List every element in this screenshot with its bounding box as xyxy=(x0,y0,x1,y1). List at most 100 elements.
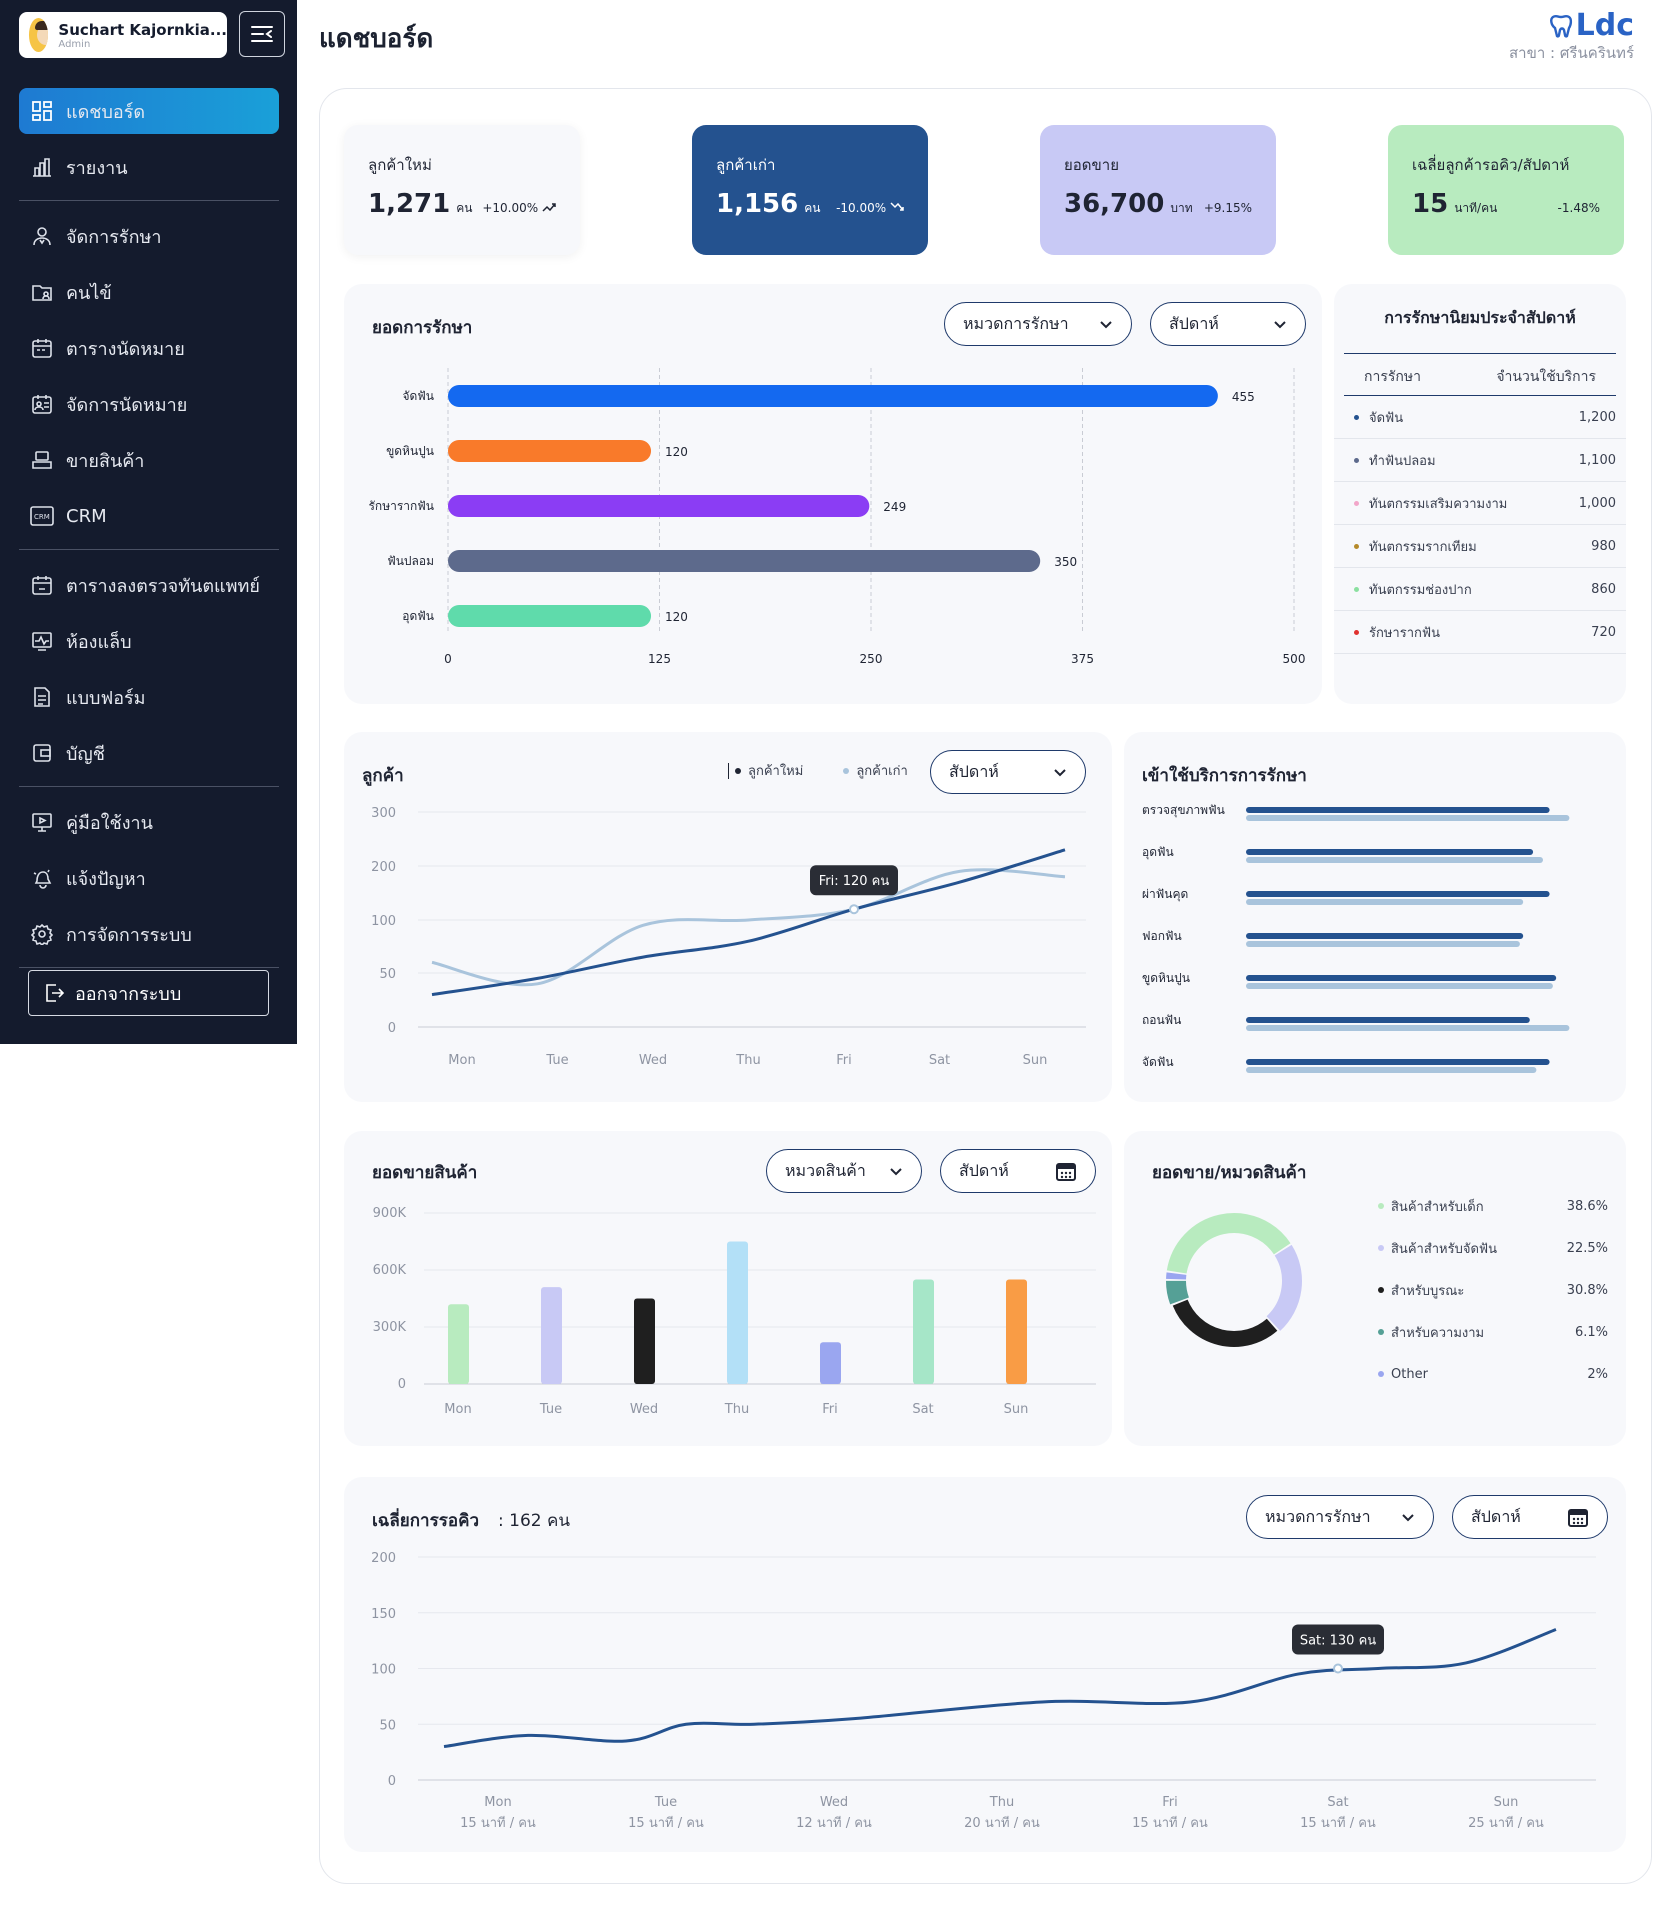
main-content: ลูกค้าใหม่ 1,271 คน +10.00% ลูกค้าเก่า 1,1… xyxy=(319,88,1652,1884)
nav-divider xyxy=(19,200,279,201)
nav-item-treatment[interactable]: จัดการรักษา xyxy=(19,213,279,259)
x-tick-label: Sun xyxy=(1494,1795,1519,1810)
nav-item-account[interactable]: บัญชี xyxy=(19,730,279,776)
x-tick-label: Tue xyxy=(654,1795,677,1810)
x-tick-label: Fri xyxy=(836,1053,852,1068)
popular-row: ทันตกรรมเสริมความงาม 1,000 xyxy=(1334,482,1626,525)
nav-item-dashboard[interactable]: แดชบอร์ด xyxy=(19,88,279,134)
bar-value-label: 455 xyxy=(1232,390,1255,404)
form-icon xyxy=(30,685,54,709)
treatment-category-select[interactable]: หมวดการรักษา xyxy=(944,302,1132,346)
nav-label: จัดการนัดหมาย xyxy=(66,394,188,416)
legend-old: ลูกค้าเก่า xyxy=(843,760,908,781)
queue-period-select[interactable]: สัปดาห์ xyxy=(1452,1495,1608,1539)
nav-divider xyxy=(19,786,279,787)
service-label: ตรวจสุขภาพฟัน xyxy=(1142,803,1225,818)
treatment-title: ยอดการรักษา xyxy=(372,318,473,338)
select-value: สัปดาห์ xyxy=(959,1160,1009,1180)
stat-label: เฉลี่ยลูกค้ารอคิว/สัปดาห์ xyxy=(1412,156,1570,174)
legend-new: ลูกค้าใหม่ xyxy=(728,760,803,781)
user-card[interactable]: Suchart Kajornkia... Admin xyxy=(19,12,227,58)
nav-item-cashier[interactable]: ขายสินค้า xyxy=(19,437,279,483)
x-sublabel: 12 นาที / คน xyxy=(796,1815,872,1831)
y-tick-label: 300 xyxy=(371,806,396,821)
service-label: ฟอกฟัน xyxy=(1142,929,1182,943)
bar-primary xyxy=(1246,933,1524,939)
queue-category-select[interactable]: หมวดการรักษา xyxy=(1246,1495,1434,1539)
report-icon xyxy=(30,155,54,179)
nav-divider xyxy=(19,549,279,550)
row-count: 720 xyxy=(1591,624,1616,640)
bar-secondary xyxy=(1246,983,1553,989)
x-tick-label: Mon xyxy=(444,1402,471,1417)
legend-item: สำหรับความงาม 6.1% xyxy=(1378,1311,1608,1353)
nav-item-report-problem[interactable]: แจ้งปัญหา xyxy=(19,855,279,901)
x-tick-label: Sat xyxy=(1327,1795,1348,1810)
sales-category-donut xyxy=(1166,1213,1302,1347)
row-name: ทันตกรรมเสริมความงาม xyxy=(1369,496,1508,512)
x-tick-label: Wed xyxy=(630,1402,658,1417)
nav-item-doctor-schedule[interactable]: ตารางลงตรวจทันตแพทย์ xyxy=(19,562,279,608)
customers-card: ลูกค้า ลูกค้าใหม่ ลูกค้าเก่า สัปดาห์ 300… xyxy=(344,732,1112,1102)
sales-card: ยอดขายสินค้า หมวดสินค้า สัปดาห์ 900K 600K… xyxy=(344,1131,1112,1446)
y-tick-label: 200 xyxy=(371,1551,396,1566)
nav-item-calendar[interactable]: ตารางนัดหมาย xyxy=(19,325,279,371)
nav-item-settings[interactable]: การจัดการระบบ xyxy=(19,911,279,957)
y-tick-label: 100 xyxy=(371,914,396,929)
dashboard-icon xyxy=(30,99,54,123)
chevron-down-icon xyxy=(1274,320,1286,328)
bar xyxy=(448,385,1218,407)
logout-button[interactable]: ออกจากระบบ xyxy=(28,970,269,1016)
nav-item-form[interactable]: แบบฟอร์ม xyxy=(19,674,279,720)
legend-label: สำหรับความงาม xyxy=(1391,1325,1485,1341)
tooltip-box xyxy=(1292,1624,1384,1655)
appointment-manage-icon xyxy=(30,392,54,416)
bar-primary xyxy=(1246,807,1550,813)
x-sublabel: 15 นาที / คน xyxy=(1132,1815,1208,1831)
popular-row: จัดฟัน 1,200 xyxy=(1334,396,1626,439)
nav-item-crm[interactable]: CRM CRM xyxy=(19,493,279,539)
nav-label: คู่มือใช้งาน xyxy=(66,812,153,834)
select-value: สัปดาห์ xyxy=(1471,1506,1521,1526)
popular-row: รักษารากฟัน 720 xyxy=(1334,611,1626,654)
nav-item-appointment-manage[interactable]: จัดการนัดหมาย xyxy=(19,381,279,427)
x-tick-label: 500 xyxy=(1283,652,1306,666)
y-category-label: จัดฟัน xyxy=(402,389,434,403)
row-dot xyxy=(1354,500,1359,506)
manual-icon xyxy=(30,810,54,834)
nav-item-report[interactable]: รายงาน xyxy=(19,144,279,190)
y-tick-label: 50 xyxy=(379,967,396,982)
nav-label: แบบฟอร์ม xyxy=(66,687,146,709)
x-tick-label: 0 xyxy=(444,652,452,666)
wallet-icon xyxy=(30,741,54,765)
nav-label: คนไข้ xyxy=(66,282,112,304)
tooltip-text: Sat: 130 คน xyxy=(1300,1634,1376,1649)
select-value: หมวดสินค้า xyxy=(785,1160,866,1180)
sidebar-nav: แดชบอร์ด รายงาน จัดการรักษา คนไข้ ตารางน… xyxy=(19,88,279,980)
x-sublabel: 20 นาที / คน xyxy=(964,1815,1040,1831)
nav-item-lab[interactable]: ห้องแล็บ xyxy=(19,618,279,664)
crm-icon: CRM xyxy=(30,504,54,528)
legend-dot xyxy=(1378,1287,1384,1293)
x-tick-label: Sat xyxy=(929,1053,950,1068)
row-count: 1,200 xyxy=(1578,409,1616,425)
row-name: รักษารากฟัน xyxy=(1369,625,1440,641)
tooltip-text: Fri: 120 คน xyxy=(819,874,890,889)
bar-primary xyxy=(1246,891,1550,897)
sales-category-select[interactable]: หมวดสินค้า xyxy=(766,1149,922,1193)
nav-item-manual[interactable]: คู่มือใช้งาน xyxy=(19,799,279,845)
y-category-label: ขูดหินปูน xyxy=(386,444,434,459)
doctor-schedule-icon xyxy=(30,573,54,597)
sales-period-select[interactable]: สัปดาห์ xyxy=(940,1149,1096,1193)
col-count-header: จำนวนใช้บริการ xyxy=(1496,369,1596,385)
menu-collapse-button[interactable] xyxy=(239,11,285,57)
settings-icon xyxy=(30,922,54,946)
chevron-down-icon xyxy=(1402,1513,1414,1521)
legend-item: สินค้าสำหรับจัดฟัน 22.5% xyxy=(1378,1227,1608,1269)
treatment-period-select[interactable]: สัปดาห์ xyxy=(1150,302,1306,346)
nav-item-patient[interactable]: คนไข้ xyxy=(19,269,279,315)
page-title: แดชบอร์ด xyxy=(319,24,434,54)
y-tick-label: 150 xyxy=(371,1607,396,1622)
customers-period-select[interactable]: สัปดาห์ xyxy=(930,750,1086,794)
svg-text:CRM: CRM xyxy=(34,513,50,521)
